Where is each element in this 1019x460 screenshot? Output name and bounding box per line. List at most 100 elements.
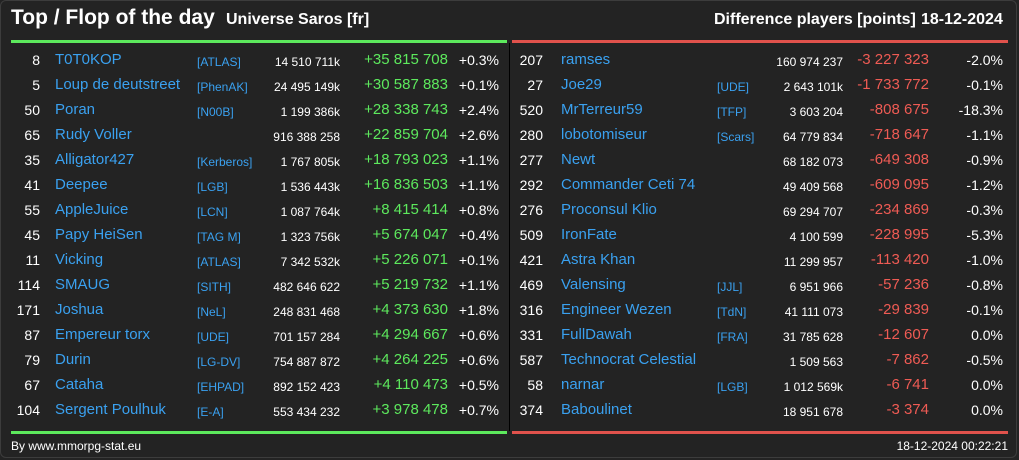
player-name-link[interactable]: Proconsul Klio — [561, 201, 657, 218]
player-points: 7 342 532k — [280, 255, 340, 269]
player-name-link[interactable]: Commander Ceti 74 — [561, 176, 696, 193]
player-name-link[interactable]: FullDawah — [561, 326, 632, 343]
universe-label: Universe Saros [fr] — [226, 11, 370, 28]
top-row: 114 SMAUG [SITH] 482 646 622 +5 219 732 +1.1% — [0, 272, 508, 297]
player-name-link[interactable]: AppleJuice — [55, 201, 129, 218]
alliance-tag-link[interactable]: [TAG M] — [197, 230, 241, 244]
header: Top / Flop of the day Universe Saros [fr… — [0, 0, 1019, 40]
points-difference: +4 373 630 — [372, 301, 449, 318]
player-rank: 79 — [24, 352, 40, 368]
flop-row: 292 Commander Ceti 74 49 409 568 -609 095 -1… — [511, 172, 1019, 197]
player-name-link[interactable]: Cataha — [55, 376, 104, 393]
alliance-tag-link[interactable]: [Scars] — [717, 130, 755, 144]
player-rank: 65 — [24, 127, 40, 143]
player-rank: 45 — [24, 227, 40, 243]
player-name-link[interactable]: Papy HeiSen — [55, 226, 143, 243]
player-name-link[interactable]: T0T0KOP — [55, 51, 122, 68]
player-rank: 50 — [24, 102, 40, 118]
alliance-tag-link[interactable]: [JJL] — [717, 280, 743, 294]
alliance-tag-link[interactable]: [LGB] — [717, 380, 748, 394]
percent-change: +1.1% — [458, 177, 499, 193]
alliance-tag-link[interactable]: [NeL] — [197, 305, 226, 319]
alliance-tag-link[interactable]: [LCN] — [197, 205, 228, 219]
player-name-link[interactable]: Astra Khan — [561, 251, 636, 268]
alliance-tag-link[interactable]: [ATLAS] — [197, 255, 241, 269]
player-name-link[interactable]: Technocrat Celestial — [561, 351, 697, 368]
alliance-tag-link[interactable]: [SITH] — [197, 280, 232, 294]
player-name-link[interactable]: ramses — [561, 51, 611, 68]
player-name-link[interactable]: Deepee — [55, 176, 108, 193]
alliance-tag-link[interactable]: [UDE] — [717, 80, 750, 94]
percent-change: 0.0% — [971, 402, 1003, 418]
points-difference: +8 415 414 — [372, 201, 449, 218]
flop-row: 587 Technocrat Celestial 1 509 563 -7 862 -0… — [511, 347, 1019, 372]
player-points: 701 157 284 — [273, 330, 340, 344]
top-row: 67 Cataha [EHPAD] 892 152 423 +4 110 473 +0.5… — [0, 372, 508, 397]
player-name-link[interactable]: Rudy Voller — [55, 126, 132, 143]
player-name-link[interactable]: Joe29 — [561, 76, 602, 93]
player-rank: 520 — [519, 102, 543, 118]
points-difference: -29 839 — [878, 301, 929, 318]
flop-row: 374 Baboulinet 18 951 678 -3 374 0.0% — [511, 397, 1019, 422]
player-name-link[interactable]: Vicking — [55, 251, 104, 268]
player-name-link[interactable]: SMAUG — [55, 276, 111, 293]
player-name-link[interactable]: Sergent Poulhuk — [55, 401, 166, 418]
percent-change: -1.1% — [966, 127, 1003, 143]
player-name-link[interactable]: MrTerreur59 — [561, 101, 643, 118]
footer-credit: By www.mmorpg-stat.eu — [11, 439, 142, 453]
player-points: 6 951 966 — [789, 280, 843, 294]
player-name-link[interactable]: Loup de deutstreet — [55, 76, 181, 93]
flop-row: 331 FullDawah [FRA] 31 785 628 -12 607 0.0% — [511, 322, 1019, 347]
alliance-tag-link[interactable]: [ATLAS] — [197, 55, 241, 69]
alliance-tag-link[interactable]: [UDE] — [197, 330, 230, 344]
alliance-tag-link[interactable]: [Kerberos] — [197, 155, 253, 169]
alliance-tag-link[interactable]: [TFP] — [717, 105, 747, 119]
player-points: 4 100 599 — [789, 230, 843, 244]
player-rank: 67 — [24, 377, 40, 393]
alliance-tag-link[interactable]: [LG-DV] — [197, 355, 241, 369]
player-rank: 277 — [519, 152, 543, 168]
player-name-link[interactable]: Valensing — [561, 276, 626, 293]
player-points: 916 388 258 — [273, 130, 340, 144]
difference-label: Difference players [points] — [714, 11, 916, 28]
top-row: 8 T0T0KOP [ATLAS] 14 510 711k +35 815 708 +0.… — [0, 47, 508, 72]
player-points: 64 779 834 — [782, 130, 843, 144]
player-points: 553 434 232 — [273, 405, 340, 419]
player-name-link[interactable]: Durin — [55, 351, 91, 368]
alliance-tag-link[interactable]: [PhenAK] — [197, 80, 248, 94]
top-row: 50 Poran [N00B] 1 199 386k +28 338 743 +2.4% — [0, 97, 508, 122]
top-row: 55 AppleJuice [LCN] 1 087 764k +8 415 414 +0.… — [0, 197, 508, 222]
player-name-link[interactable]: Engineer Wezen — [561, 301, 672, 318]
alliance-tag-link[interactable]: [EHPAD] — [197, 380, 245, 394]
player-points: 31 785 628 — [782, 330, 843, 344]
player-rank: 587 — [519, 352, 543, 368]
top-row: 35 Alligator427 [Kerberos] 1 767 805k +18 79… — [0, 147, 508, 172]
top-row: 45 Papy HeiSen [TAG M] 1 323 756k +5 674 047… — [0, 222, 508, 247]
player-points: 49 409 568 — [782, 180, 843, 194]
player-name-link[interactable]: Alligator427 — [55, 151, 135, 168]
player-name-link[interactable]: lobotomiseur — [561, 126, 647, 143]
player-rank: 104 — [16, 402, 40, 418]
alliance-tag-link[interactable]: [LGB] — [197, 180, 228, 194]
points-difference: -3 374 — [886, 401, 929, 418]
player-rank: 280 — [519, 127, 543, 143]
flop-row: 421 Astra Khan 11 299 957 -113 420 -1.0% — [511, 247, 1019, 272]
player-name-link[interactable]: Joshua — [55, 301, 104, 318]
player-name-link[interactable]: Poran — [55, 101, 96, 118]
alliance-tag-link[interactable]: [N00B] — [197, 105, 234, 119]
player-points: 1 767 805k — [280, 155, 340, 169]
player-name-link[interactable]: IronFate — [561, 226, 617, 243]
points-difference: -228 995 — [869, 226, 929, 243]
player-points: 68 182 073 — [782, 155, 843, 169]
player-name-link[interactable]: Newt — [561, 151, 596, 168]
points-difference: -808 675 — [869, 101, 929, 118]
points-difference: +5 219 732 — [372, 276, 449, 293]
alliance-tag-link[interactable]: [E-A] — [197, 405, 224, 419]
player-name-link[interactable]: Empereur torx — [55, 326, 151, 343]
player-name-link[interactable]: narnar — [561, 376, 605, 393]
alliance-tag-link[interactable]: [FRA] — [717, 330, 748, 344]
alliance-tag-link[interactable]: [TdN] — [717, 305, 747, 319]
player-points: 1 536 443k — [280, 180, 340, 194]
flop-row: 58 narnar [LGB] 1 012 569k -6 741 0.0% — [511, 372, 1019, 397]
player-name-link[interactable]: Baboulinet — [561, 401, 632, 418]
